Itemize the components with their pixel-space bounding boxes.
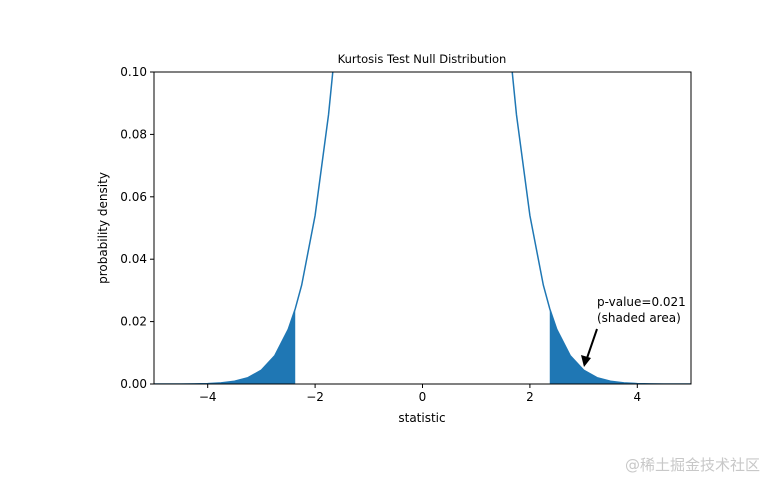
annotation-arrowhead <box>581 355 591 367</box>
x-tick-label: 4 <box>633 390 641 404</box>
y-tick-label: 0.02 <box>120 315 147 329</box>
shaded-tail <box>154 308 296 384</box>
x-axis-label: statistic <box>398 411 445 425</box>
y-tick-label: 0.06 <box>120 190 147 204</box>
y-axis-label: probability density <box>96 172 110 284</box>
annotation-text: p-value=0.021 <box>597 295 686 309</box>
plot-area <box>154 72 691 384</box>
annotation-text: (shaded area) <box>597 311 681 325</box>
y-tick-label: 0.04 <box>120 252 147 266</box>
watermark: @稀土掘金技术社区 <box>624 456 760 474</box>
annotation-arrow <box>585 328 598 362</box>
density-line <box>154 72 691 384</box>
x-tick-label: −2 <box>306 390 324 404</box>
chart-title: Kurtosis Test Null Distribution <box>338 52 507 66</box>
axes-frame <box>153 71 692 385</box>
x-tick-label: −4 <box>199 390 217 404</box>
x-tick-label: 2 <box>526 390 534 404</box>
y-tick-label: 0.00 <box>120 377 147 391</box>
y-tick-label: 0.10 <box>120 65 147 79</box>
shaded-tail <box>549 308 691 384</box>
y-tick-label: 0.08 <box>120 127 147 141</box>
x-tick-label: 0 <box>419 390 427 404</box>
